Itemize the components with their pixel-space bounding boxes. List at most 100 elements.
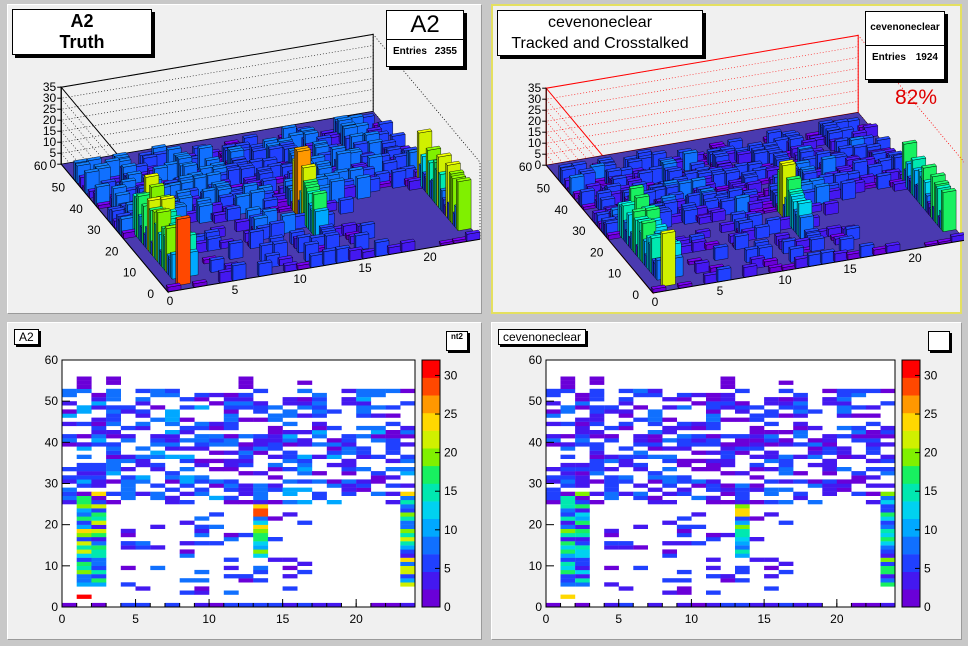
lego-bar-side	[308, 202, 311, 232]
heatmap-cell	[604, 425, 619, 431]
lego-bar-top	[949, 232, 964, 237]
heatmap-cell	[589, 376, 605, 381]
heatmap-cell	[326, 442, 342, 447]
heatmap-cell	[647, 446, 663, 451]
lego-bar-side	[417, 130, 420, 185]
heatmap-cell	[312, 425, 327, 431]
heatmap-cell	[604, 483, 619, 488]
heatmap-cell	[165, 421, 180, 427]
lego-bar-front	[392, 169, 407, 189]
heatmap-cell	[400, 442, 416, 447]
lego-bar-side	[902, 141, 905, 186]
heatmap-cell	[735, 401, 750, 406]
heatmap-cell	[312, 442, 327, 447]
lego-bar-top	[803, 227, 820, 233]
lego-bar-top	[733, 161, 750, 167]
lego-bar-top	[648, 183, 664, 189]
lego-bar-side	[452, 211, 455, 228]
heatmap-cell	[282, 421, 298, 427]
heatmap-cell	[633, 467, 648, 472]
lego-bar-side	[706, 149, 710, 165]
heatmap-cell	[676, 438, 692, 443]
heatmap-cell	[76, 491, 92, 496]
heatmap-cell	[807, 483, 823, 488]
heatmap-cell	[91, 565, 107, 571]
heatmap-cell	[633, 388, 648, 394]
heatmap-cell	[253, 442, 269, 447]
heatmap-cell	[662, 397, 677, 402]
x-tick-label: 10	[778, 273, 792, 287]
pad-a2-lego[interactable]: 0 5 10 15 20 0 10 20 30 40 50 60 0 5 10 15 20 25 30 35 A2 T…	[7, 4, 482, 314]
heatmap-cell	[778, 500, 794, 505]
heatmap-cell	[282, 430, 298, 435]
lego-bar-top	[693, 259, 710, 265]
heatmap-cell	[209, 467, 224, 472]
heatmap-cell	[575, 545, 590, 550]
heatmap-cell	[62, 421, 77, 427]
lego-bar-top	[765, 216, 781, 222]
heatmap-cell	[223, 479, 239, 484]
heatmap-cell	[91, 430, 107, 435]
heatmap-cell	[194, 487, 210, 492]
heatmap-cell	[356, 467, 372, 472]
lego-bar-top	[329, 177, 345, 183]
heatmap-cell	[575, 512, 590, 517]
heatmap-cell	[633, 524, 648, 529]
heatmap-cell	[706, 417, 721, 422]
lego-bar-side	[433, 159, 436, 204]
heatmap-cell	[676, 421, 692, 427]
heatmap-cell	[400, 528, 416, 534]
pad-cev-colz[interactable]: 0 5 10 15 20 0 10 20 30 40 50 60 0 5 10 15 20 25 30 ceveno…	[491, 322, 962, 640]
lego-bar-side	[296, 235, 299, 254]
lego-bar-top	[683, 169, 700, 175]
lego-bar-top	[786, 175, 802, 181]
lego-bar-top	[676, 280, 693, 286]
heatmap-cell	[253, 553, 269, 558]
pad-cev-lego[interactable]: 0 5 10 15 20 0 10 20 30 40 50 60 0 5 10 15 20 25 30 35 ceve…	[491, 4, 964, 314]
heatmap-cell	[691, 524, 707, 529]
lego-bar-top	[736, 150, 752, 156]
heatmap-cell	[836, 388, 852, 394]
heatmap-cell	[676, 434, 692, 439]
heatmap-cell	[312, 392, 327, 398]
heatmap-cell	[253, 446, 269, 451]
lego-bar-top	[833, 118, 849, 124]
heatmap-cell	[676, 425, 692, 431]
palette-tag-text: nt2	[451, 332, 463, 341]
heatmap-cell	[209, 483, 224, 488]
palette-band	[902, 536, 920, 555]
lego-bar-top	[155, 208, 172, 214]
heatmap-cell	[297, 602, 313, 608]
heatmap-cell	[560, 537, 576, 542]
lego-bar-side	[170, 251, 173, 280]
lego-bar-top	[794, 237, 810, 242]
heatmap-cell	[106, 405, 121, 410]
heatmap-cell	[836, 401, 852, 406]
lego-bar-top	[682, 206, 699, 212]
heatmap-cell	[194, 524, 210, 529]
heatmap-cell	[62, 467, 77, 472]
lego-bar-top	[749, 207, 765, 213]
lego-bar-top	[390, 167, 407, 173]
heatmap-cell	[793, 454, 808, 459]
lego-bar-top	[834, 137, 850, 143]
lego-bar-side	[139, 225, 143, 244]
y-tick-label: 0	[147, 287, 154, 301]
pad-a2-colz[interactable]: 0 5 10 15 20 0 10 20 30 40 50 60 0 5 10 15 20 25 30 A2 nt2	[7, 322, 482, 640]
heatmap-cell	[647, 602, 663, 608]
heatmap-cell	[749, 405, 765, 410]
lego-bar-top	[95, 164, 111, 170]
heatmap-cell	[676, 462, 692, 468]
heatmap-cell	[560, 553, 576, 558]
heatmap-cell	[778, 467, 794, 472]
heatmap-cell	[706, 450, 721, 455]
lego-bar-top	[680, 201, 697, 207]
heatmap-cell	[165, 430, 180, 435]
heatmap-cell	[179, 483, 195, 488]
lego-bar-side	[447, 201, 450, 221]
palette-border	[421, 359, 441, 608]
heatmap-cell	[706, 495, 721, 501]
heatmap-cell	[223, 417, 239, 422]
heatmap-cell	[120, 454, 136, 459]
lego-bar-side	[159, 249, 162, 267]
